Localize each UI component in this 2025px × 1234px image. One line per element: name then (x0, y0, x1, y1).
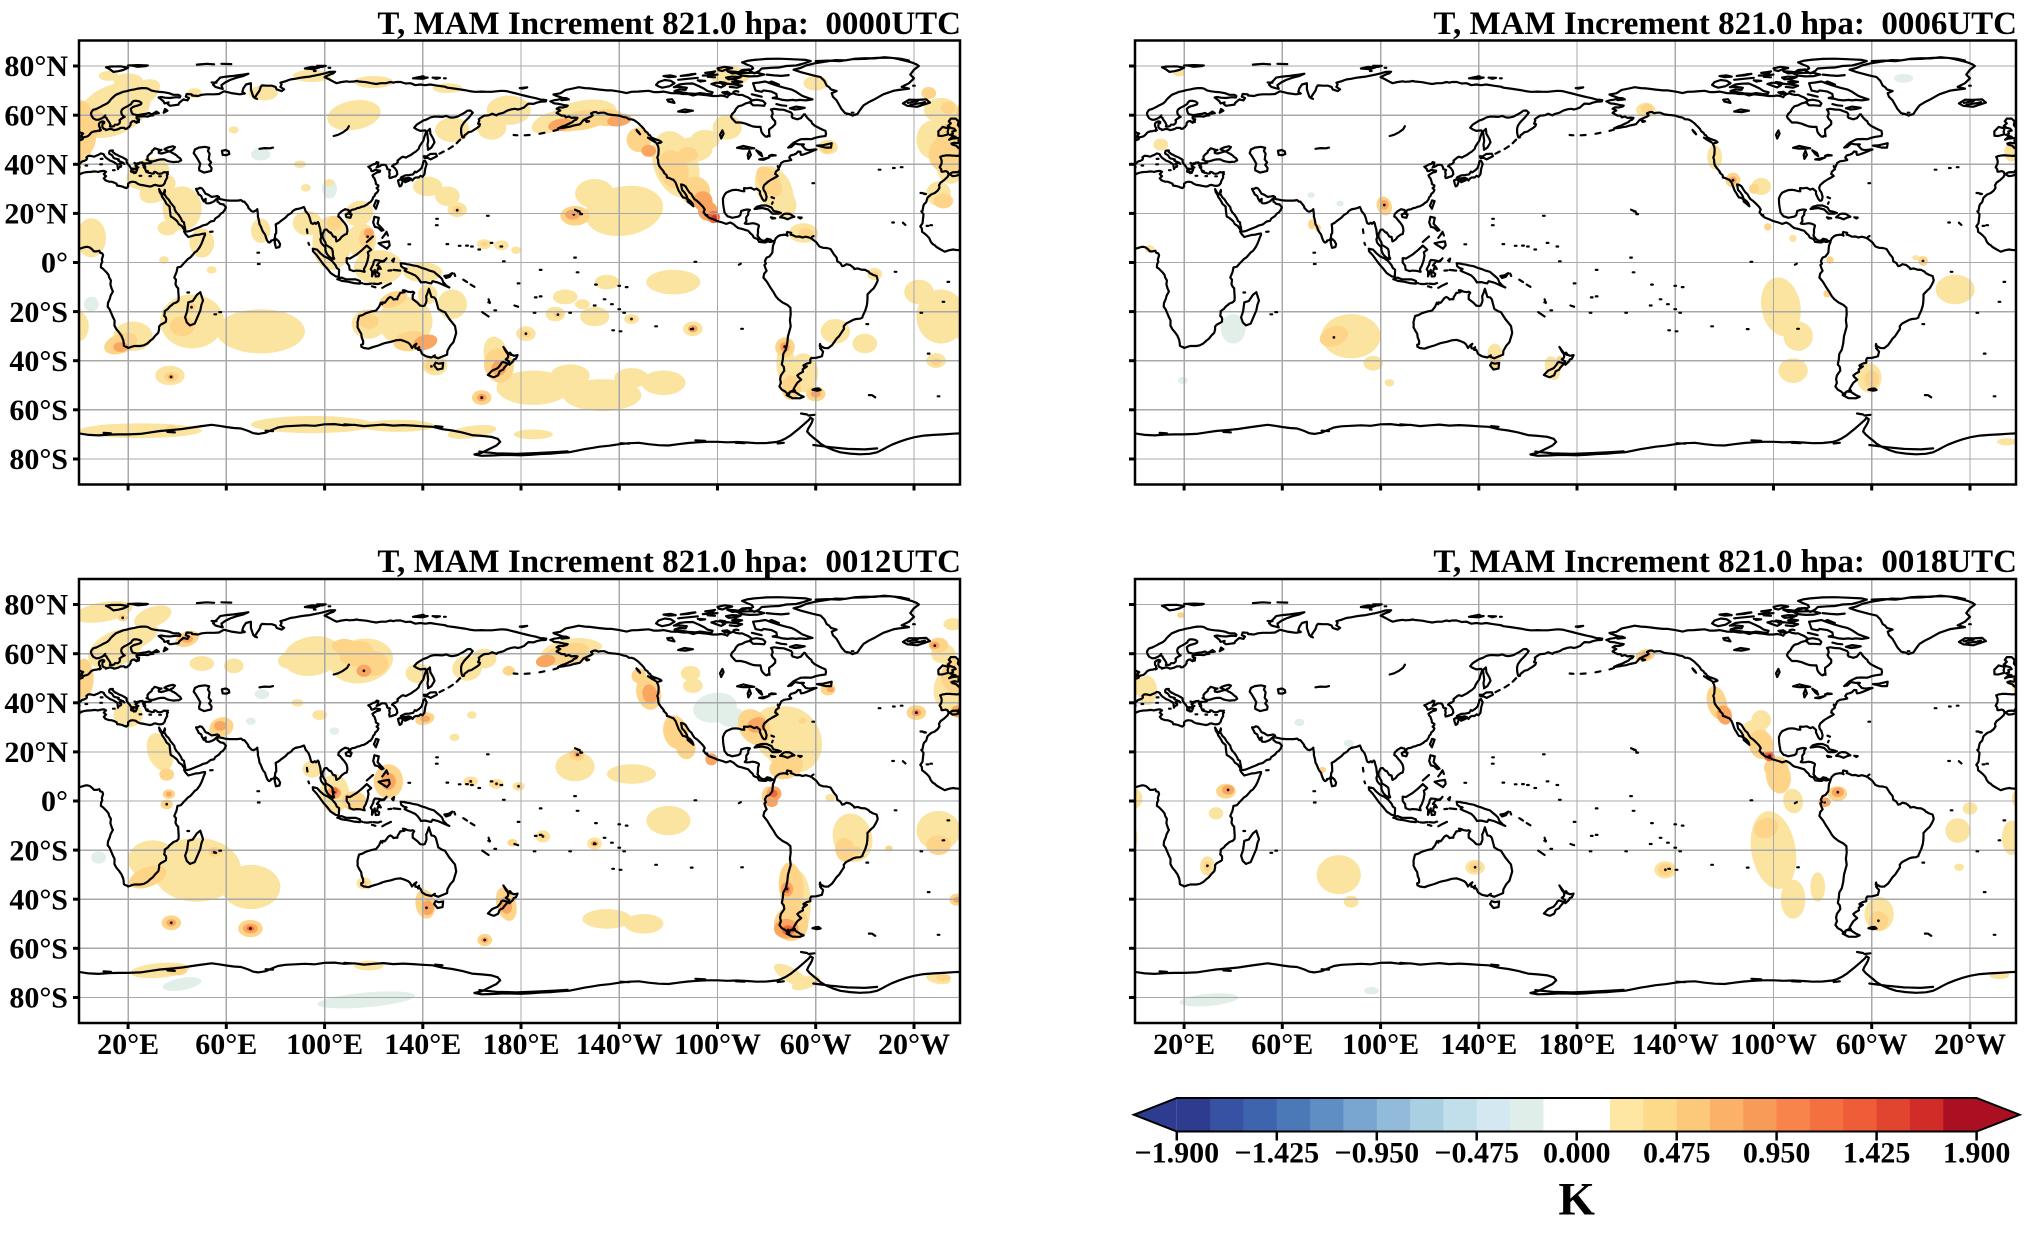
svg-text:100°W: 100°W (674, 1028, 761, 1061)
svg-text:20°S: 20°S (9, 296, 68, 329)
svg-text:40°S: 40°S (9, 883, 68, 916)
svg-text:20°W: 20°W (1934, 1028, 2006, 1061)
svg-text:80°N: 80°N (4, 50, 68, 83)
svg-text:60°W: 60°W (780, 1028, 852, 1061)
svg-text:80°S: 80°S (9, 982, 68, 1015)
svg-text:140°E: 140°E (384, 1028, 461, 1061)
svg-text:60°W: 60°W (1836, 1028, 1908, 1061)
svg-text:−0.475: −0.475 (1434, 1137, 1519, 1170)
svg-text:0°: 0° (41, 247, 68, 280)
svg-text:20°E: 20°E (97, 1028, 159, 1061)
svg-text:140°W: 140°W (576, 1028, 663, 1061)
svg-text:140°E: 140°E (1440, 1028, 1517, 1061)
svg-text:20°N: 20°N (4, 736, 68, 769)
svg-text:0.950: 0.950 (1743, 1137, 1811, 1170)
svg-text:0.475: 0.475 (1643, 1137, 1711, 1170)
svg-text:T, MAM Increment 821.0 hpa: 0: T, MAM Increment 821.0 hpa: 0012UTC (377, 544, 961, 580)
svg-text:20°N: 20°N (4, 198, 68, 231)
svg-text:100°E: 100°E (1342, 1028, 1419, 1061)
svg-text:140°W: 140°W (1632, 1028, 1719, 1061)
svg-text:80°S: 80°S (9, 443, 68, 476)
svg-text:20°S: 20°S (9, 834, 68, 867)
svg-text:60°E: 60°E (195, 1028, 257, 1061)
svg-text:100°E: 100°E (286, 1028, 363, 1061)
svg-text:−0.950: −0.950 (1334, 1137, 1419, 1170)
svg-text:180°E: 180°E (482, 1028, 559, 1061)
svg-text:60°N: 60°N (4, 638, 68, 671)
svg-text:T, MAM Increment 821.0 hpa: 0: T, MAM Increment 821.0 hpa: 0018UTC (1433, 544, 2017, 580)
svg-text:20°W: 20°W (878, 1028, 950, 1061)
svg-text:0°: 0° (41, 785, 68, 818)
svg-text:0.000: 0.000 (1543, 1137, 1611, 1170)
svg-text:T, MAM Increment 821.0 hpa: 0: T, MAM Increment 821.0 hpa: 0006UTC (1433, 6, 2017, 42)
svg-text:60°E: 60°E (1251, 1028, 1313, 1061)
svg-text:1.425: 1.425 (1843, 1137, 1911, 1170)
svg-text:180°E: 180°E (1538, 1028, 1615, 1061)
svg-text:T, MAM Increment 821.0 hpa: 0: T, MAM Increment 821.0 hpa: 0000UTC (377, 6, 961, 42)
svg-text:100°W: 100°W (1730, 1028, 1817, 1061)
svg-text:40°N: 40°N (4, 687, 68, 720)
svg-text:40°N: 40°N (4, 149, 68, 182)
svg-text:20°E: 20°E (1153, 1028, 1215, 1061)
svg-text:K: K (1558, 1174, 1595, 1226)
svg-text:−1.425: −1.425 (1234, 1137, 1319, 1170)
svg-text:60°S: 60°S (9, 933, 68, 966)
svg-text:40°S: 40°S (9, 345, 68, 378)
svg-text:1.900: 1.900 (1943, 1137, 2011, 1170)
svg-text:60°N: 60°N (4, 99, 68, 132)
svg-text:80°N: 80°N (4, 589, 68, 622)
svg-text:−1.900: −1.900 (1134, 1137, 1219, 1170)
svg-text:60°S: 60°S (9, 394, 68, 427)
